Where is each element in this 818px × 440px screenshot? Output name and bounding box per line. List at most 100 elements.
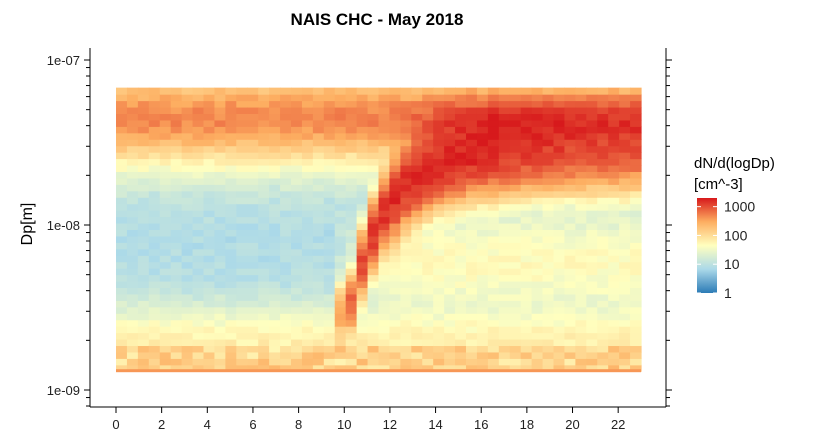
heatmap-cell [116,351,128,359]
heatmap-cell [269,274,281,282]
heatmap-cell [378,332,391,340]
heatmap-cell [137,126,150,134]
heatmap-cell [323,216,336,224]
heatmap-cell [367,222,380,231]
heatmap-cell [575,274,587,282]
heatmap-cell [214,364,226,372]
heatmap-cell [159,351,172,359]
heatmap-cell [520,300,533,308]
heatmap-cell [455,338,467,347]
heatmap-cell [126,139,139,147]
heatmap-cell [498,255,511,263]
heatmap-cell [214,332,226,340]
heatmap-cell [137,100,150,108]
heatmap-cell [575,364,587,372]
heatmap-cell [116,171,128,179]
heatmap-cell [619,126,631,134]
heatmap-cell [214,197,226,205]
heatmap-cell [597,184,609,192]
heatmap-cell [422,358,434,366]
heatmap-cell [312,126,325,134]
heatmap-cell [630,106,642,115]
heatmap-cell [466,106,478,115]
heatmap-cell [564,319,576,327]
heatmap-cell [323,351,336,359]
heatmap-cell [192,248,205,256]
heatmap-cell [258,197,270,205]
heatmap-cell [564,94,576,102]
heatmap-cell [422,113,434,121]
heatmap-cell [236,177,248,185]
heatmap-cell [170,94,183,102]
heatmap-cell [301,197,314,205]
heatmap-cell [553,126,566,134]
heatmap-cell [214,248,226,256]
heatmap-cell [334,287,347,295]
heatmap-cell [400,332,412,340]
heatmap-cell [345,300,358,308]
heatmap-cell [400,300,412,308]
heatmap-cell [269,364,281,372]
heatmap-cell [280,280,292,289]
heatmap-cell [247,293,259,301]
heatmap-cell [269,345,281,353]
x-tick-label: 14 [428,417,442,432]
heatmap-cell [345,274,358,282]
heatmap-cell [586,242,598,250]
heatmap-cell [280,306,292,314]
heatmap-cell [356,158,369,166]
heatmap-cell [597,87,609,95]
heatmap-cell [323,332,336,340]
heatmap-cell [389,184,401,192]
heatmap-cell [400,274,412,282]
heatmap-cell [455,197,467,205]
heatmap-cell [116,164,128,173]
heatmap-cell [312,351,325,359]
heatmap-cell [422,164,434,173]
heatmap-cell [509,139,522,147]
heatmap-cell [170,177,183,185]
heatmap-cell [509,119,522,127]
heatmap-cell [487,293,500,301]
heatmap-cell [378,306,391,314]
heatmap-cell [553,190,566,198]
heatmap-cell [116,203,128,211]
heatmap-cell [498,319,511,327]
heatmap-cell [597,126,609,134]
heatmap-cell [291,332,303,340]
heatmap-cell [487,235,500,243]
heatmap-cell [520,197,533,205]
heatmap-cell [312,306,325,314]
heatmap-cell [575,222,587,231]
heatmap-cell [192,197,205,205]
heatmap-cell [564,145,576,153]
heatmap-cell [400,235,412,243]
heatmap-cell [247,358,259,366]
heatmap-cell [411,358,423,366]
heatmap-cell [116,242,128,250]
heatmap-cell [159,113,172,121]
heatmap-cell [137,139,150,147]
heatmap-cell [553,210,566,218]
heatmap-cell [312,216,325,224]
heatmap-cell [192,164,205,173]
heatmap-cell [630,184,642,192]
heatmap-cell [630,242,642,250]
heatmap-cell [444,106,456,115]
heatmap-cell [356,203,369,211]
heatmap-cell [334,203,347,211]
heatmap [116,87,642,373]
heatmap-cell [542,158,555,166]
heatmap-cell [542,139,555,147]
x-tick-label: 4 [204,417,211,432]
heatmap-cell [433,222,445,231]
heatmap-cell [597,293,609,301]
heatmap-cell [159,100,172,108]
heatmap-cell [280,268,292,276]
heatmap-cell [301,126,314,134]
heatmap-cell [597,358,609,366]
heatmap-cell [148,326,161,334]
heatmap-cell [378,364,391,372]
heatmap-cell [619,326,631,334]
heatmap-cell [148,94,161,102]
